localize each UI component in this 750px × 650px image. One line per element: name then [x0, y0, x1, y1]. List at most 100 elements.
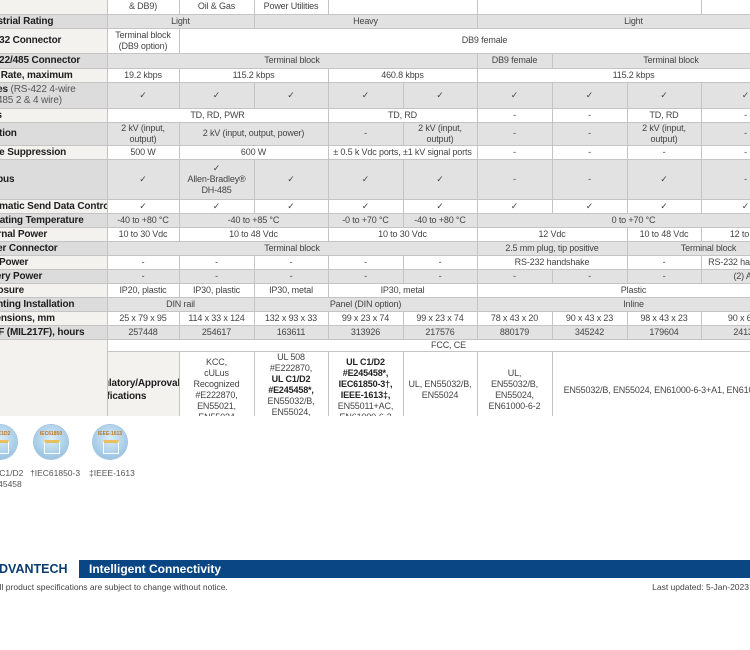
check-icon: ✓	[476, 198, 553, 214]
certification-badge-icon: IEC61850	[34, 425, 68, 459]
cell-line: EN55011+AC,	[337, 401, 394, 411]
certification-badge-icon: IEEE-1613	[93, 425, 127, 459]
row-label-text: Regulatory/Approvals/ Certifications	[107, 378, 178, 402]
row-label: RS-422/485 Connector	[0, 52, 108, 69]
table-cell: Terminal block	[551, 52, 750, 69]
check-icon: ✓	[626, 198, 702, 214]
row-label: External Power	[0, 226, 108, 242]
row-label-text: Automatic Send Data Control	[0, 200, 106, 212]
check-icon: ✓	[106, 158, 180, 200]
table-cell	[476, 0, 702, 15]
cell-line: EN61000-6-2	[488, 401, 541, 411]
table-cell: RS-232 handshake	[700, 254, 750, 270]
table-cell: 10 to 48 Vdc	[178, 226, 329, 242]
table-cell: 179604	[626, 324, 702, 340]
advantech-logo: ADVANTECH	[0, 560, 76, 578]
table-cell: Terminal block (DB9 option)	[106, 27, 180, 54]
table-cell: Power Utilities	[253, 0, 329, 15]
check-icon: ✓	[402, 81, 478, 109]
row-label: Data Rate, maximum	[0, 67, 108, 83]
table-cell: UL C1/D2 #E245458*, IEC61850-3†, IEEE-1613‡…	[327, 350, 404, 416]
table-cell: -	[551, 144, 628, 160]
check-icon: ✓	[626, 81, 702, 109]
cell-line: IEEE-1613‡,	[340, 390, 391, 400]
table-cell: -	[551, 268, 628, 284]
cell-line: UL 508 #E222870,	[269, 351, 313, 373]
table-cell: Panel (DIN option)	[253, 296, 478, 312]
table-cell: (2) AA	[700, 268, 750, 284]
table-cell: -	[626, 144, 702, 160]
table-cell: DB9 female	[178, 27, 750, 54]
row-label: LEDs	[0, 107, 108, 123]
badge-label: UL C1D2	[0, 431, 11, 437]
table-cell: -	[327, 121, 404, 146]
table-cell: UL, EN55032/B, EN55024, EN61000-6-2	[476, 350, 553, 416]
table-cell: ± 0.5 k Vdc ports, ±1 kV signal ports	[327, 144, 478, 160]
tagline: Intelligent Connectivity	[89, 562, 222, 576]
table-cell: FCC, CE	[106, 338, 750, 352]
table-cell: IP30, metal	[253, 282, 329, 298]
table-cell: Light	[106, 13, 255, 29]
table-cell: -	[700, 121, 750, 146]
badge-label: IEC61850	[39, 431, 63, 437]
row-label-text: RS-232 Connector	[0, 35, 62, 46]
table-cell: 19.2 kbps	[106, 67, 180, 83]
table-row: Isolation2 kV (input, output)2 kV (input…	[0, 121, 750, 146]
table-row: Battery Power--------(2) AA	[0, 268, 750, 284]
table-cell: 25 x 79 x 95	[106, 310, 180, 326]
table-cell: 2 kV (input, output)	[626, 121, 702, 146]
table-cell: -40 to +80 °C	[402, 212, 478, 228]
table-cell: -	[106, 268, 180, 284]
check-icon: ✓	[551, 198, 628, 214]
row-label-text: Data Rate, maximum	[0, 69, 73, 81]
row-label-text: Modbus	[0, 173, 15, 185]
row-label: RS-232 Connector	[0, 27, 108, 54]
row-label-text: Isolation	[0, 128, 17, 139]
table-cell: -40 to +85 °C	[178, 212, 329, 228]
check-icon: ✓	[106, 81, 180, 109]
table-cell: Terminal block	[626, 240, 750, 256]
table-cell: 254617	[178, 324, 255, 340]
table-cell: 99 x 23 x 74	[327, 310, 404, 326]
check-icon: ✓	[178, 81, 255, 109]
row-sublabel: (RS-422 4-wire (RS-485 2 & 4 wire)	[0, 84, 76, 106]
table-cell: 90 x 65 x	[700, 310, 750, 326]
table-cell: Terminal block	[106, 240, 478, 256]
table-cell: 2 kV (input, output)	[106, 121, 180, 146]
cell-line: EN61000-6-2	[330, 412, 402, 416]
cell-line: EN55032/B,	[490, 379, 539, 389]
certification-caption: *UL C1/D2 #E245458	[0, 468, 24, 489]
row-label: Dimensions, mm	[0, 310, 108, 326]
table-row: Port Power-----RS-232 handshake-RS-232 h…	[0, 254, 750, 270]
cell-line: EN55032/B, EN55024, EN61000-6-3+A1, EN61…	[563, 384, 750, 395]
row-label: Power Connector	[0, 240, 108, 256]
table-cell: TD, RD, PWR	[106, 107, 329, 123]
table-cell: -	[178, 254, 255, 270]
table-cell: 115.2 kbps	[178, 67, 329, 83]
table-cell: -	[402, 268, 478, 284]
cell-line: #E245458*,	[268, 384, 314, 395]
table-cell: KCC,cULus Recognized#E222870,EN55021,EN5…	[178, 350, 255, 416]
table-cell: -	[551, 121, 628, 146]
table-row: MTBF (MIL217F), hours2574482546171636113…	[0, 324, 750, 340]
check-icon: ✓	[551, 81, 628, 109]
row-label-text: Battery Power	[0, 270, 43, 282]
table-cell: -	[476, 121, 553, 146]
check-icon: ✓	[402, 158, 478, 200]
table-cell: 2 kV (input, output, power)	[178, 121, 329, 146]
cell-line: UL,	[507, 368, 522, 378]
table-cell: -	[178, 268, 255, 284]
table-cell: DB9 female	[476, 52, 553, 69]
table-cell: 460.8 kbps	[327, 67, 478, 83]
check-icon: ✓	[253, 198, 329, 214]
footer-banner: Intelligent Connectivity	[77, 560, 750, 578]
table-row: Modbus✓✓ Allen-Bradley® DH-485✓✓✓--✓-	[0, 158, 750, 200]
table-cell: -	[476, 107, 553, 123]
table-cell: -0 to +70 °C	[327, 212, 404, 228]
